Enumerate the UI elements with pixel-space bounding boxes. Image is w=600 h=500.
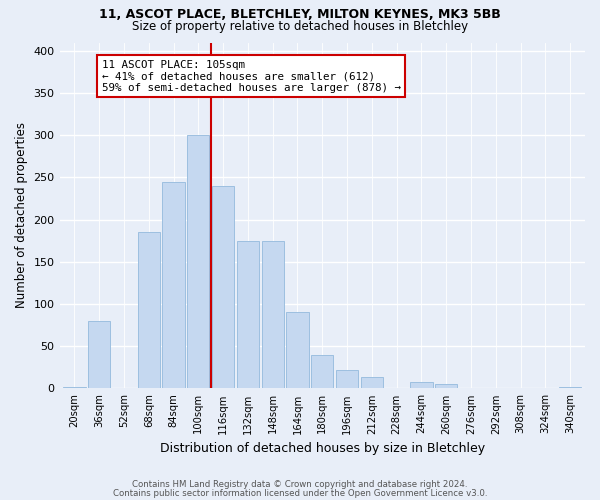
Bar	[63, 386, 86, 388]
Text: Contains HM Land Registry data © Crown copyright and database right 2024.: Contains HM Land Registry data © Crown c…	[132, 480, 468, 489]
Text: 11, ASCOT PLACE, BLETCHLEY, MILTON KEYNES, MK3 5BB: 11, ASCOT PLACE, BLETCHLEY, MILTON KEYNE…	[99, 8, 501, 20]
Bar	[311, 354, 334, 388]
Text: Size of property relative to detached houses in Bletchley: Size of property relative to detached ho…	[132, 20, 468, 33]
Bar	[286, 312, 308, 388]
Y-axis label: Number of detached properties: Number of detached properties	[15, 122, 28, 308]
Bar	[559, 386, 581, 388]
Bar	[435, 384, 457, 388]
Bar	[137, 232, 160, 388]
Text: 11 ASCOT PLACE: 105sqm
← 41% of detached houses are smaller (612)
59% of semi-de: 11 ASCOT PLACE: 105sqm ← 41% of detached…	[101, 60, 401, 93]
Bar	[361, 378, 383, 388]
Bar	[336, 370, 358, 388]
Text: Contains public sector information licensed under the Open Government Licence v3: Contains public sector information licen…	[113, 488, 487, 498]
Bar	[237, 241, 259, 388]
Bar	[212, 186, 234, 388]
X-axis label: Distribution of detached houses by size in Bletchley: Distribution of detached houses by size …	[160, 442, 485, 455]
Bar	[163, 182, 185, 388]
Bar	[88, 321, 110, 388]
Bar	[262, 241, 284, 388]
Bar	[187, 136, 209, 388]
Bar	[410, 382, 433, 388]
